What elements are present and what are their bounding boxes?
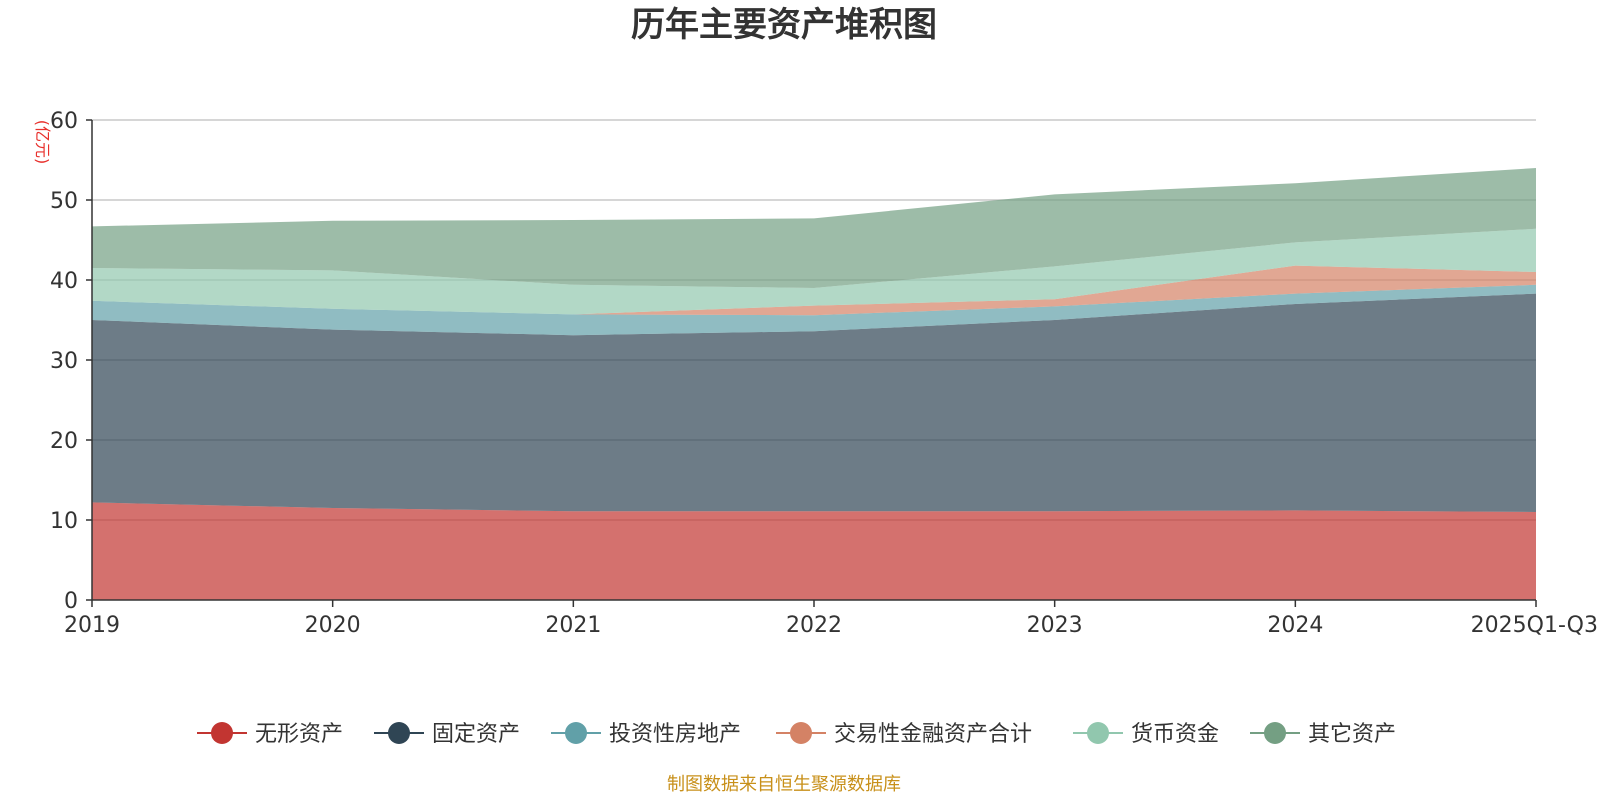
legend-item-1: 无形资产 — [197, 722, 343, 747]
area-series-3 — [92, 284, 1536, 336]
area-series-4 — [92, 265, 1536, 316]
x-tick-label: 2022 — [786, 613, 842, 638]
x-tick-label: 2024 — [1267, 613, 1323, 638]
x-tick-label: 2021 — [545, 613, 601, 638]
legend-marker — [565, 722, 587, 744]
legend-marker — [1264, 722, 1286, 744]
x-tick-label: 2019 — [64, 613, 120, 638]
y-tick-label: 0 — [64, 589, 78, 614]
y-tick-label: 20 — [50, 429, 78, 454]
legend-marker — [388, 722, 410, 744]
legend-label: 货币资金 — [1131, 722, 1219, 747]
y-tick-label: 40 — [50, 269, 78, 294]
area-series-6 — [92, 168, 1536, 288]
legend-marker — [211, 722, 233, 744]
legend: 无形资产 固定资产 投资性房地产 交易性金融资产合计 货币资金 其它资产 — [197, 722, 1396, 747]
axes: 0 10 20 30 40 50 60 2019 2020 2021 2022 2023 2024 202… — [50, 109, 1598, 638]
legend-marker — [790, 722, 812, 744]
x-tick-label: 2025Q1-Q3 — [1471, 613, 1598, 638]
legend-label: 固定资产 — [432, 722, 520, 747]
legend-label: 投资性房地产 — [609, 722, 741, 747]
legend-item-6: 其它资产 — [1250, 722, 1396, 747]
y-tick-label: 30 — [50, 349, 78, 374]
legend-label: 交易性金融资产合计 — [834, 722, 1032, 747]
legend-label: 无形资产 — [255, 722, 343, 747]
area-series-5 — [92, 228, 1536, 315]
legend-item-4: 交易性金融资产合计 — [776, 722, 1032, 747]
legend-label: 其它资产 — [1308, 722, 1396, 747]
legend-item-5: 货币资金 — [1073, 722, 1219, 747]
area-series — [92, 168, 1536, 600]
source-note: 制图数据来自恒生聚源数据库 — [667, 774, 901, 795]
y-tick-label: 50 — [50, 189, 78, 214]
legend-item-3: 投资性房地产 — [551, 722, 741, 747]
x-tick-label: 2023 — [1027, 613, 1083, 638]
legend-marker — [1087, 722, 1109, 744]
y-tick-label: 10 — [50, 509, 78, 534]
x-tick-label: 2020 — [305, 613, 361, 638]
legend-item-2: 固定资产 — [374, 722, 520, 747]
area-series-1 — [92, 502, 1536, 600]
chart-title: 历年主要资产堆积图 — [631, 5, 937, 45]
area-series-2 — [92, 293, 1536, 512]
y-tick-label: 60 — [50, 109, 78, 134]
y-axis-unit: (亿元) — [33, 120, 52, 165]
